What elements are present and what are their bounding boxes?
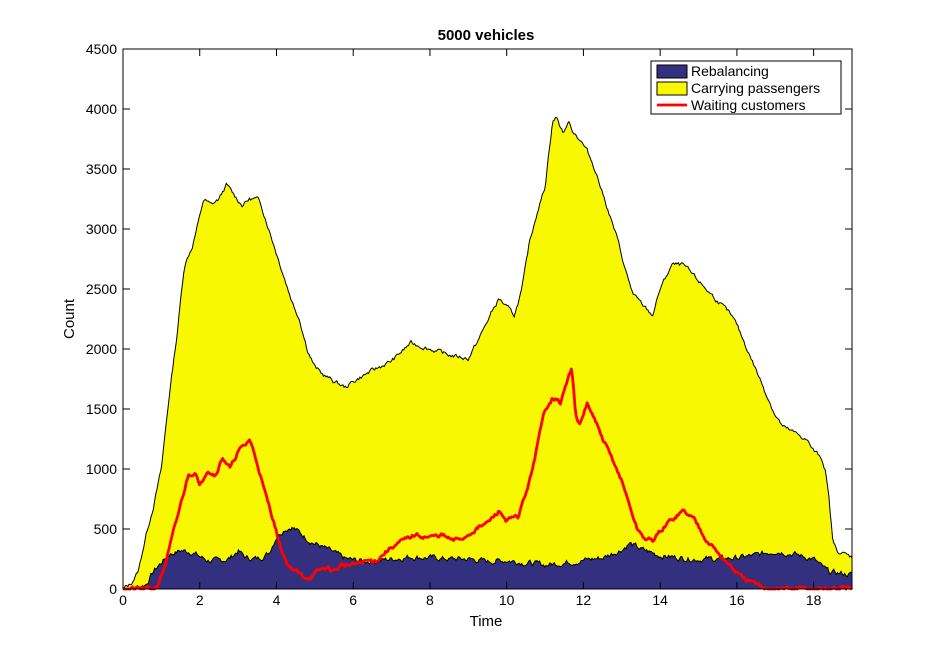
axes-box <box>122 48 853 590</box>
y-tick-label: 4500 <box>86 41 117 57</box>
y-tick-label: 2500 <box>86 281 117 297</box>
series-area-carrying-passengers <box>123 117 852 589</box>
x-tick-label: 0 <box>119 592 127 608</box>
x-tick-label: 4 <box>273 592 281 608</box>
y-tick-label: 3000 <box>86 221 117 237</box>
series-area-rebalancing <box>123 527 852 589</box>
legend-item-waiting-customers-label: Waiting customers <box>691 97 806 113</box>
chart-title: 5000 vehicles <box>438 27 535 44</box>
x-tick-label: 10 <box>499 592 515 608</box>
y-tick-label: 1500 <box>86 401 117 417</box>
legend-item-rebalancing-swatch <box>656 64 688 79</box>
y-axis-label: Count <box>61 298 78 339</box>
series-edge-rebalancing <box>122 526 853 590</box>
x-axis-label: Time <box>470 613 503 630</box>
plot-area <box>122 116 854 591</box>
x-tick-label: 2 <box>196 592 204 608</box>
y-tick-label: 0 <box>109 581 117 597</box>
series-edge-carrying-passengers <box>122 116 853 589</box>
x-tick-label: 18 <box>806 592 822 608</box>
y-tick-label: 500 <box>94 521 118 537</box>
y-tick-label: 4000 <box>86 101 117 117</box>
legend-item-carrying-passengers-swatch <box>656 81 688 96</box>
y-tick-label: 3500 <box>86 161 117 177</box>
y-tick-label: 1000 <box>86 461 117 477</box>
legend-item-carrying-passengers-label: Carrying passengers <box>691 80 820 96</box>
x-tick-label: 16 <box>729 592 745 608</box>
legend-item-rebalancing-label: Rebalancing <box>691 63 769 79</box>
series-line-waiting-customers <box>122 367 854 591</box>
axes: 0 2 4 6 8 10 12 14 16 18 0 500 1000 1500 2000 2500 3000 3… <box>86 41 853 608</box>
x-tick-label: 14 <box>652 592 668 608</box>
x-tick-label: 6 <box>349 592 357 608</box>
x-tick-label: 8 <box>426 592 434 608</box>
x-tick-label: 12 <box>576 592 592 608</box>
y-tick-label: 2000 <box>86 341 117 357</box>
